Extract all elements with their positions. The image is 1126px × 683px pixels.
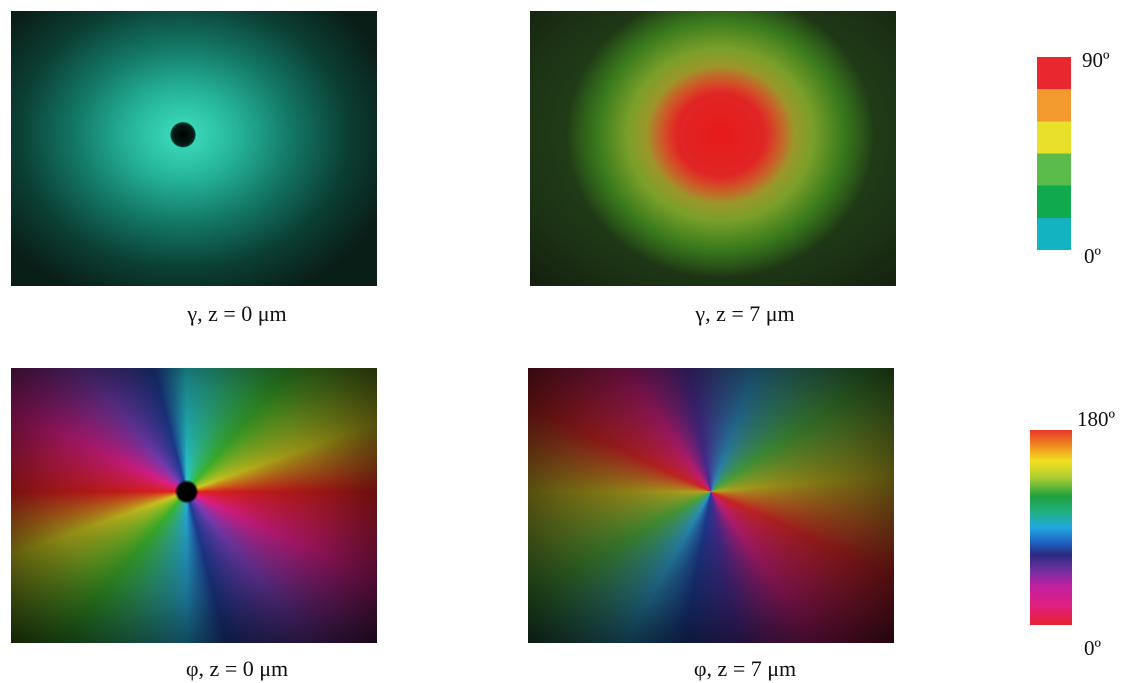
image-panel: [11, 368, 377, 643]
colorbar-min-label: 0º: [1084, 244, 1102, 268]
caption: φ, z = 0 μm: [185, 656, 289, 681]
caption: γ, z = 7 μm: [695, 301, 795, 326]
colorbar-max-label: 90º: [1082, 48, 1110, 72]
image-panel: [11, 11, 377, 286]
image-panel: [530, 11, 896, 286]
caption: γ, z = 0 μm: [187, 301, 287, 326]
colorbar-max-label: 180º: [1077, 407, 1116, 431]
colorbar-min-label: 0º: [1084, 636, 1102, 660]
image-panel: [528, 368, 894, 643]
caption: φ, z = 7 μm: [693, 656, 797, 681]
colorbar: [1030, 430, 1072, 625]
colorbar: [1037, 57, 1071, 250]
